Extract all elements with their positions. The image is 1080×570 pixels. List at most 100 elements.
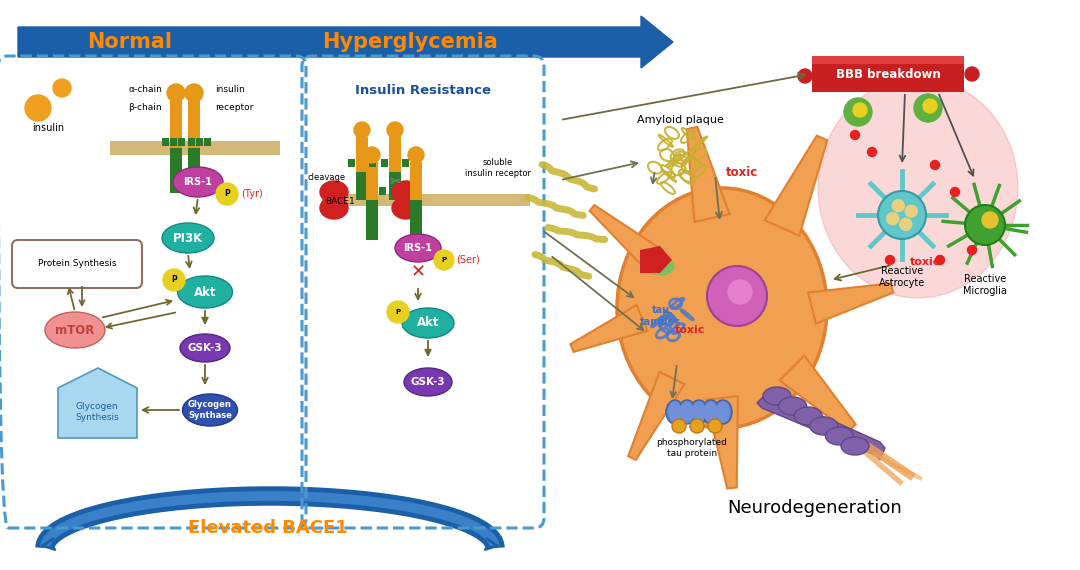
Ellipse shape	[714, 400, 732, 424]
Text: Protein Synthesis: Protein Synthesis	[38, 259, 117, 268]
Circle shape	[923, 99, 937, 113]
Bar	[178, 138, 185, 146]
Polygon shape	[58, 368, 137, 438]
Circle shape	[707, 266, 767, 326]
Circle shape	[354, 122, 370, 138]
Polygon shape	[765, 136, 827, 236]
FancyBboxPatch shape	[12, 240, 141, 288]
Polygon shape	[570, 305, 648, 352]
Circle shape	[914, 94, 942, 122]
Bar	[162, 138, 168, 146]
Bar	[356, 172, 368, 200]
Circle shape	[886, 255, 894, 264]
Circle shape	[851, 131, 860, 140]
Circle shape	[387, 122, 403, 138]
Ellipse shape	[681, 402, 693, 422]
Text: insulin: insulin	[32, 123, 64, 133]
Text: Glycogen
Synthesis: Glycogen Synthesis	[76, 402, 119, 422]
Bar	[812, 56, 964, 64]
Ellipse shape	[402, 308, 454, 338]
Ellipse shape	[702, 400, 720, 424]
Ellipse shape	[841, 437, 869, 455]
Circle shape	[690, 419, 704, 433]
Circle shape	[982, 212, 998, 228]
Text: receptor: receptor	[215, 103, 254, 112]
Bar	[410, 200, 422, 240]
Ellipse shape	[825, 427, 853, 445]
Text: tau
tangles: tau tangles	[640, 305, 681, 327]
Circle shape	[892, 200, 904, 211]
Circle shape	[968, 246, 976, 254]
Bar	[188, 100, 200, 148]
Bar	[170, 138, 177, 146]
Text: P: P	[171, 275, 177, 284]
Bar	[366, 200, 378, 240]
Bar	[356, 137, 368, 172]
Text: IRS-1: IRS-1	[184, 177, 213, 187]
Circle shape	[935, 255, 945, 264]
Circle shape	[434, 250, 454, 270]
Circle shape	[931, 161, 940, 169]
Ellipse shape	[690, 400, 708, 424]
Circle shape	[364, 147, 380, 163]
Text: Elevated BACE1: Elevated BACE1	[188, 519, 348, 537]
Circle shape	[843, 98, 872, 126]
Circle shape	[966, 205, 1005, 245]
Ellipse shape	[395, 234, 441, 262]
Ellipse shape	[45, 312, 105, 348]
Ellipse shape	[705, 402, 717, 422]
Circle shape	[900, 218, 912, 230]
Circle shape	[53, 79, 71, 97]
Circle shape	[216, 183, 238, 205]
Polygon shape	[780, 356, 855, 431]
Bar	[357, 187, 365, 195]
Text: ✕: ✕	[410, 263, 426, 281]
Text: (Tyr): (Tyr)	[241, 189, 262, 199]
Ellipse shape	[678, 400, 696, 424]
Bar	[188, 138, 195, 146]
Circle shape	[672, 419, 686, 433]
Circle shape	[163, 269, 185, 291]
Circle shape	[966, 67, 978, 81]
Bar	[402, 159, 409, 167]
Bar	[204, 138, 211, 146]
Text: mTOR: mTOR	[55, 324, 95, 336]
Text: toxic: toxic	[909, 257, 941, 267]
Circle shape	[878, 191, 926, 239]
Bar	[389, 172, 401, 200]
Circle shape	[950, 188, 959, 197]
Text: GSK-3: GSK-3	[188, 343, 222, 353]
Text: Reactive
Microglia: Reactive Microglia	[963, 274, 1007, 296]
Ellipse shape	[666, 400, 684, 424]
Text: Amyloid plaque: Amyloid plaque	[636, 115, 724, 125]
Text: Hyperglycemia: Hyperglycemia	[322, 32, 498, 52]
Bar	[188, 148, 200, 193]
Text: toxic: toxic	[675, 325, 705, 335]
Circle shape	[408, 147, 424, 163]
Ellipse shape	[177, 276, 232, 308]
Ellipse shape	[794, 407, 822, 425]
Polygon shape	[687, 127, 730, 222]
Ellipse shape	[392, 181, 420, 203]
Text: IRS-1: IRS-1	[404, 243, 432, 253]
Circle shape	[905, 205, 917, 217]
Text: ✂: ✂	[389, 175, 401, 189]
Ellipse shape	[320, 181, 348, 203]
Circle shape	[25, 95, 51, 121]
Circle shape	[867, 148, 877, 157]
Bar	[389, 137, 401, 172]
Text: Neurodegeneration: Neurodegeneration	[728, 499, 903, 517]
Text: GSK-3: GSK-3	[410, 377, 445, 387]
Polygon shape	[808, 283, 893, 324]
Bar	[195, 138, 203, 146]
Bar	[410, 162, 422, 200]
Text: P: P	[395, 309, 401, 315]
Ellipse shape	[617, 188, 827, 428]
Circle shape	[853, 103, 867, 117]
Ellipse shape	[320, 197, 348, 219]
Text: PI3K: PI3K	[173, 231, 203, 245]
Circle shape	[185, 84, 203, 102]
Bar	[379, 187, 386, 195]
Polygon shape	[629, 372, 685, 460]
Polygon shape	[590, 205, 660, 267]
